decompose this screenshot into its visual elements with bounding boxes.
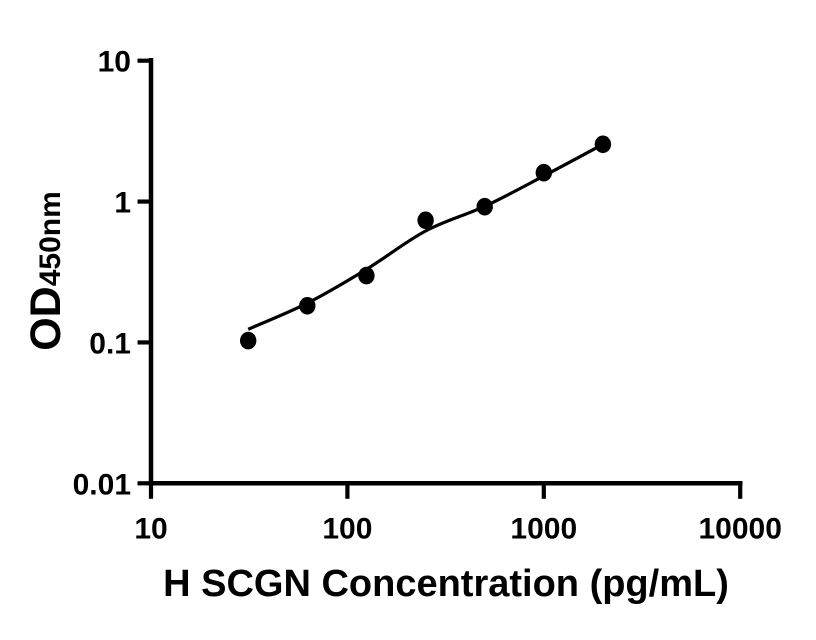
- y-axis-tick-label: 0.1: [89, 327, 131, 360]
- data-point-marker: [417, 211, 434, 230]
- x-axis-tick-label: 100: [322, 513, 372, 546]
- x-axis-ticks: [148, 483, 743, 499]
- x-axis-tick-labels: 10 100 1000 10000: [134, 513, 782, 546]
- x-axis-tick-label: 1000: [510, 513, 577, 546]
- y-axis-ticks: [137, 58, 151, 486]
- data-point-marker: [299, 297, 316, 315]
- x-axis-tick-label: 10000: [698, 513, 781, 546]
- data-point-marker: [535, 163, 552, 182]
- y-axis-tick-label: 10: [98, 46, 131, 79]
- data-point-markers: [240, 135, 612, 350]
- data-point-marker: [240, 331, 257, 350]
- data-point-marker: [476, 197, 493, 216]
- y-axis-title-main: OD: [22, 286, 70, 351]
- y-axis-tick-labels: 10 1 0.1 0.01: [73, 46, 131, 502]
- x-axis-tick-label: 10: [134, 513, 167, 546]
- y-axis-tick-label: 1: [114, 187, 131, 220]
- y-axis-tick-label: 0.01: [73, 468, 131, 501]
- x-axis-title: H SCGN Concentration (pg/mL): [163, 563, 729, 605]
- y-axis-title: OD450nm: [22, 191, 70, 351]
- y-axis-title-subscript: 450nm: [34, 191, 67, 286]
- data-point-marker: [594, 135, 612, 154]
- data-point-marker: [358, 266, 375, 285]
